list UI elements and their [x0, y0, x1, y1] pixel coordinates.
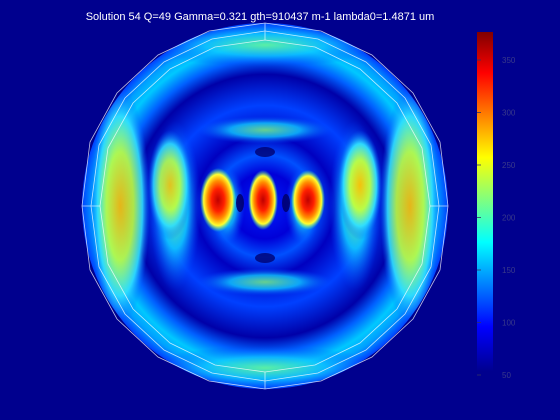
colorbar-tick-label: 150	[502, 266, 516, 275]
colorbar-ticks: 350 300 250 200 150 100 50	[477, 56, 516, 380]
colorbar-tick-label: 200	[502, 214, 516, 223]
colorbar-tick-label: 300	[502, 109, 516, 118]
colorbar-tick-label: 100	[502, 319, 516, 328]
colorbar-tick-label: 50	[502, 371, 511, 380]
colorbar-tick-label: 250	[502, 161, 516, 170]
field-lobes	[90, 23, 440, 389]
colorbar: 350 300 250 200 150 100 50	[477, 32, 516, 380]
colorbar-tick-label: 350	[502, 56, 516, 65]
mesh-outline	[81, 22, 449, 390]
plot-title: Solution 54 Q=49 Gamma=0.321 gth=910437 …	[85, 11, 435, 23]
colorbar-gradient	[477, 32, 493, 371]
